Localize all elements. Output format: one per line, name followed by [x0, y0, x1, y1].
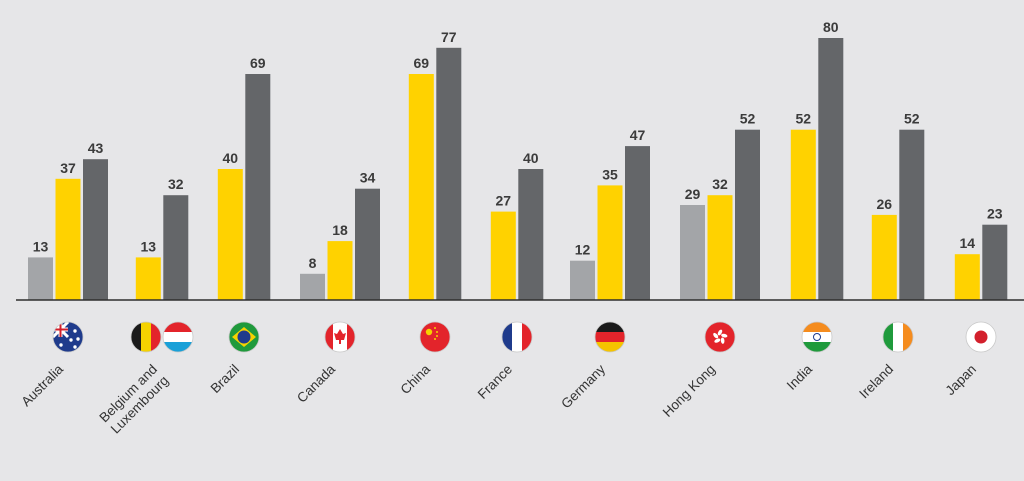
- bar: [899, 129, 925, 300]
- bar: [707, 195, 733, 300]
- value-label: 35: [602, 166, 618, 182]
- bar: [518, 169, 544, 300]
- bar: [163, 195, 189, 300]
- bar: [408, 74, 434, 300]
- bar: [954, 254, 980, 301]
- value-label: 69: [414, 55, 430, 71]
- bar: [680, 205, 705, 300]
- category-label: Hong Kong: [660, 362, 718, 420]
- value-label: 13: [33, 238, 49, 254]
- value-label: 52: [796, 111, 812, 127]
- category-label: Canada: [294, 361, 338, 405]
- france-flag-icon: [501, 321, 533, 353]
- category-label: Brazil: [208, 362, 242, 396]
- value-label: 69: [250, 55, 266, 71]
- australia-flag-icon: [52, 321, 84, 353]
- bar: [570, 260, 595, 300]
- canada-flag-icon: [324, 321, 356, 353]
- bar: [625, 146, 650, 300]
- bar: [982, 224, 1008, 300]
- bar: [135, 257, 161, 300]
- bars-layer: [28, 38, 1008, 301]
- value-label: 12: [575, 242, 591, 258]
- value-label: 34: [360, 170, 376, 186]
- category-label: China: [398, 361, 434, 397]
- value-label: 27: [496, 193, 512, 209]
- germany-flag-icon: [594, 321, 626, 353]
- value-label: 77: [441, 29, 457, 45]
- bar: [490, 211, 516, 300]
- value-label: 32: [712, 176, 728, 192]
- category-label: Germany: [558, 361, 608, 411]
- category-labels-layer: Australia Belgium andLuxembourg Brazil Cana…: [18, 361, 979, 436]
- bar: [436, 47, 462, 300]
- flags-layer: [52, 321, 997, 353]
- hong-kong-flag-icon: [704, 321, 736, 353]
- value-label: 37: [60, 160, 76, 176]
- value-label: 40: [223, 150, 239, 166]
- bar: [245, 74, 271, 300]
- category-label: Australia: [18, 361, 66, 409]
- value-label: 14: [960, 235, 976, 251]
- bar: [83, 159, 108, 300]
- bar: [300, 273, 325, 300]
- value-label: 18: [332, 222, 348, 238]
- value-label: 52: [740, 111, 756, 127]
- category-label: Japan: [942, 362, 979, 399]
- bar: [871, 214, 897, 300]
- value-label: 29: [685, 186, 701, 202]
- value-label: 47: [630, 127, 646, 143]
- category-label: India: [784, 361, 816, 393]
- ireland-flag-icon: [882, 321, 914, 353]
- value-label: 52: [904, 111, 920, 127]
- bar: [597, 185, 623, 300]
- value-label: 80: [823, 19, 839, 35]
- value-labels-layer: 13 37 43 13 32 40 69 8 18 34 69 77 27 40 12 35 47 29 32 52 5…: [33, 19, 1003, 271]
- value-label: 23: [987, 206, 1003, 222]
- luxembourg-flag-icon: [162, 321, 194, 353]
- belgium-flag-icon: [130, 321, 162, 353]
- value-label: 32: [168, 176, 184, 192]
- bar: [735, 129, 760, 300]
- bar: [355, 188, 380, 300]
- value-label: 8: [309, 255, 317, 271]
- value-label: 26: [877, 196, 893, 212]
- bar: [327, 241, 353, 300]
- bar: [28, 257, 53, 300]
- category-label: Belgium andLuxembourg: [96, 362, 171, 437]
- category-label: France: [475, 362, 515, 402]
- value-label: 43: [88, 140, 104, 156]
- bar: [217, 169, 243, 300]
- bar: [818, 38, 844, 300]
- bar: [790, 129, 816, 300]
- value-label: 40: [523, 150, 539, 166]
- japan-flag-icon: [965, 321, 997, 353]
- china-flag-icon: [419, 321, 451, 353]
- bar: [55, 178, 81, 300]
- india-flag-icon: [801, 321, 833, 353]
- category-label: Ireland: [856, 362, 896, 402]
- brazil-flag-icon: [228, 321, 260, 353]
- value-label: 13: [141, 238, 157, 254]
